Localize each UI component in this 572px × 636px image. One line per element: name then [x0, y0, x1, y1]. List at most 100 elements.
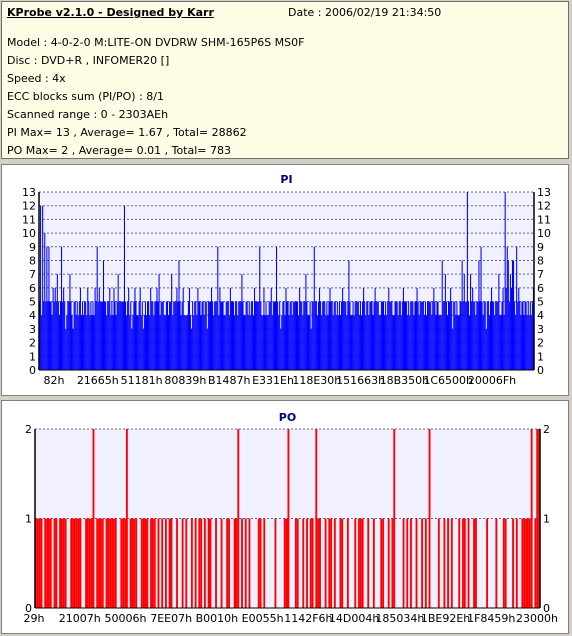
- po-bar: [73, 518, 76, 608]
- pi-bar: [151, 301, 153, 370]
- pi-bar: [499, 315, 501, 370]
- po-bar: [120, 518, 123, 608]
- pi-bar: [442, 301, 444, 370]
- pi-bar: [166, 301, 168, 370]
- pi-bar: [48, 246, 50, 370]
- pi-bar: [89, 315, 91, 370]
- pi-bar: [105, 301, 107, 370]
- pi-bar: [198, 301, 200, 370]
- po-bar: [38, 518, 41, 608]
- po-bar: [296, 518, 299, 608]
- pi-bar: [157, 301, 159, 370]
- pi-bar: [352, 301, 354, 370]
- info-ecc-blocks: ECC blocks sum (PI/PO) : 8/1: [7, 90, 164, 103]
- pi-bar: [397, 315, 399, 370]
- pi-bar: [478, 260, 480, 370]
- pi-bar: [136, 315, 138, 370]
- pi-bar: [464, 301, 466, 370]
- pi-bar: [445, 301, 447, 370]
- pi-bar: [416, 287, 418, 370]
- po-bar: [36, 518, 39, 608]
- pi-bar: [182, 287, 184, 370]
- po-bar: [319, 518, 321, 608]
- pi-bar: [519, 301, 521, 370]
- pi-bar: [260, 301, 262, 370]
- pi-bar: [126, 315, 128, 370]
- pi-bar: [487, 301, 489, 370]
- info-disc: Disc : DVD+R , INFOMER20 []: [7, 54, 170, 67]
- pi-bar: [390, 301, 392, 370]
- pi-bar: [482, 315, 484, 370]
- pi-bar: [186, 315, 188, 370]
- pi-bar: [284, 315, 286, 370]
- po-bar: [311, 518, 314, 608]
- pi-bar: [372, 315, 374, 370]
- po-bar: [467, 518, 470, 608]
- po-bar: [257, 518, 260, 608]
- po-bar: [125, 429, 128, 608]
- pi-bar: [522, 301, 524, 370]
- pi-bar: [311, 301, 313, 370]
- po-bar: [248, 518, 251, 608]
- pi-bar: [281, 315, 283, 370]
- pi-bar: [477, 301, 479, 370]
- pi-bar: [471, 301, 473, 370]
- pi-chart-panel: PI 0 0 1 1 2 2 3 3 4 4 5 5 6 6 7 7 8 8 9 9 10 10 11 11 12 12 13 13 82…: [1, 164, 569, 396]
- po-bar: [75, 518, 78, 608]
- pi-bar: [348, 260, 350, 370]
- pi-xtick-label: 80839h: [164, 374, 206, 387]
- po-bar: [70, 518, 73, 608]
- pi-bar: [389, 301, 391, 370]
- pi-bar: [173, 301, 175, 370]
- pi-bar: [208, 301, 210, 370]
- pi-bar: [365, 315, 367, 370]
- po-xtick-label: 185034h: [375, 612, 424, 625]
- info-scanned-range: Scanned range : 0 - 2303AEh: [7, 108, 169, 121]
- po-bar: [233, 518, 236, 608]
- po-bar: [367, 518, 370, 608]
- pi-bar: [377, 301, 379, 370]
- pi-bar: [222, 301, 224, 370]
- pi-bar: [61, 246, 63, 370]
- po-bar: [259, 518, 262, 608]
- pi-bar: [369, 301, 371, 370]
- pi-ytick-left: 8: [29, 254, 36, 267]
- pi-bar: [409, 315, 411, 370]
- pi-bar: [142, 328, 144, 370]
- po-bar: [361, 518, 364, 608]
- pi-bar: [220, 301, 222, 370]
- pi-bar: [72, 328, 74, 370]
- po-bar: [534, 518, 537, 608]
- pi-bar: [337, 315, 339, 370]
- pi-bar: [184, 315, 186, 370]
- pi-ytick-right: 7: [537, 268, 544, 281]
- pi-bar: [481, 301, 483, 370]
- po-bar: [49, 518, 52, 608]
- pi-bar: [53, 301, 55, 370]
- po-bar: [96, 518, 99, 608]
- pi-bar: [258, 301, 260, 370]
- po-bar: [157, 518, 160, 608]
- pi-bar: [263, 287, 265, 370]
- pi-bar: [370, 301, 372, 370]
- pi-bar: [505, 287, 507, 370]
- pi-bar: [357, 301, 359, 370]
- pi-bar: [333, 301, 335, 370]
- pi-bar: [495, 301, 497, 370]
- po-bar: [133, 518, 136, 608]
- po-xtick-label: 14D004h: [329, 612, 379, 625]
- pi-ytick-left: 5: [29, 296, 36, 309]
- pi-bar: [408, 301, 410, 370]
- pi-bar: [196, 315, 198, 370]
- pi-bar: [353, 315, 355, 370]
- pi-bar: [342, 287, 344, 370]
- pi-bar: [474, 301, 476, 370]
- po-bar: [294, 518, 297, 608]
- po-bar: [170, 518, 173, 608]
- pi-bar: [403, 301, 406, 370]
- pi-bar: [496, 301, 498, 370]
- po-bar: [512, 518, 515, 608]
- po-bar: [283, 518, 286, 608]
- pi-bar: [172, 315, 174, 370]
- po-bar: [486, 518, 489, 608]
